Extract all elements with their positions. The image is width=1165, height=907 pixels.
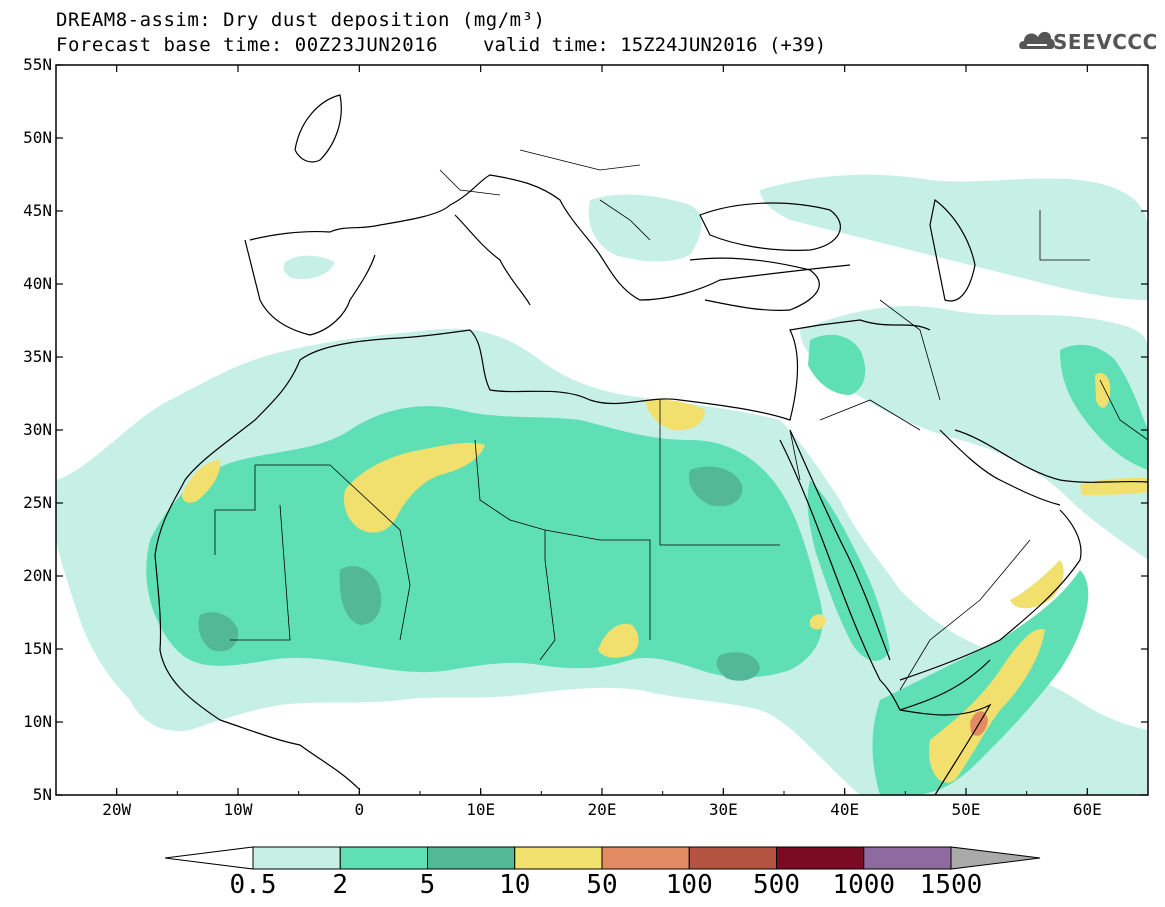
dust-contour-dark-libya [689,466,743,507]
lon-label: 10W [224,800,253,819]
colorbar-segment [601,846,690,870]
lat-label: 20N [23,566,52,585]
lon-label: 30E [709,800,738,819]
lon-label: 10E [466,800,495,819]
colorbar-label: 5 [420,870,436,900]
coastlines [154,94,1148,795]
colorbar-label: 1500 [920,870,983,900]
logo-text: SEEVCCC [1053,30,1158,54]
coastline-italy [454,214,531,306]
lon-label: 20W [102,800,131,819]
colorbar: 0.5 2 5 10 50 100 500 1000 1500 [164,846,1041,900]
dust-contour-yellow-western-sahara [182,460,221,503]
lat-label: 50N [23,128,52,147]
colorbar-segment [776,846,865,870]
coastline-west-africa [154,554,361,791]
colorbar-label: 50 [586,870,617,900]
lon-label: 20E [588,800,617,819]
coastline-iberia [244,239,376,336]
chart-title: DREAM8-assim: Dry dust deposition (mg/m³… [56,9,546,31]
lat-label: 10N [23,712,52,731]
lat-label: 5N [33,785,52,804]
lat-label: 15N [23,639,52,658]
coastline-red-sea-east [789,429,891,661]
colorbar-segment [688,846,777,870]
dust-contour-light-caspian [760,174,1148,300]
colorbar-segment [339,846,428,870]
dust-contour-medium-arabia-coast [807,480,890,661]
dust-contour-dark-mali [339,566,382,625]
dust-contour-medium-west [146,406,823,678]
coastline-horn [899,703,992,795]
lat-label: 45N [23,201,52,220]
dust-contour-medium-iraq [808,334,866,395]
colorbar-over-arrow [950,846,1041,870]
coastline-caspian [929,198,976,302]
lat-label: 35N [23,347,52,366]
colorbar-segment [427,846,516,870]
dust-contour-yellow-chad [598,623,639,658]
coastline-turkey [689,257,820,311]
lat-label: 55N [23,55,52,74]
dust-contour-light-arabia [800,306,1148,560]
dust-contour-dark-sudan [716,652,760,681]
coastline-persian-gulf [939,429,1061,506]
colorbar-under-arrow [164,846,254,870]
colorbar-label: 10 [499,870,530,900]
lat-label: 30N [23,420,52,439]
coastline-europe [249,174,851,301]
coastline-arabia-south [899,509,1082,681]
colorbar-label: 1000 [832,870,895,900]
cloud-logo-icon [1019,31,1055,49]
dust-contour-yellow-pakistan [1095,372,1111,408]
colorbar-label: 100 [666,870,713,900]
coastline-iran [954,429,1148,483]
coastline-black-sea [699,202,841,251]
colorbar-segment [252,846,341,870]
dust-contour-dark-mauritania [198,612,239,652]
colorbar-label: 2 [332,870,348,900]
coastline-north-africa [154,319,931,556]
coastline-red-sea-west [779,439,991,711]
colorbar-label: 500 [753,870,800,900]
dust-contour-medium-horn [872,570,1089,795]
lon-label: 60E [1073,800,1102,819]
dust-field-layer [56,94,1148,795]
country-borders [214,149,1148,691]
lat-label: 40N [23,274,52,293]
forecast-base-time: Forecast base time: 00Z23JUN2016 [56,34,439,56]
longitude-axis: 20W 10W 0 10E 20E 30E 40E 50E 60E [55,65,1149,819]
dust-contour-yellow-algeria [344,442,485,533]
dust-contour-yellow-red-sea [810,614,826,630]
latitude-axis: 55N 50N 45N 40N 35N 30N 25N 20N 15N 10N 5N [23,55,1148,804]
coastline-britain [294,94,342,163]
colorbar-label: 0.5 [230,870,277,900]
dust-contour-light-iberia [283,255,335,280]
lon-label: 0 [355,800,365,819]
lat-label: 25N [23,493,52,512]
colorbar-segment [863,846,952,870]
colorbar-segment [514,846,603,870]
lon-label: 50E [952,800,981,819]
lon-label: 40E [830,800,859,819]
valid-time: valid time: 15Z24JUN2016 (+39) [483,34,827,56]
